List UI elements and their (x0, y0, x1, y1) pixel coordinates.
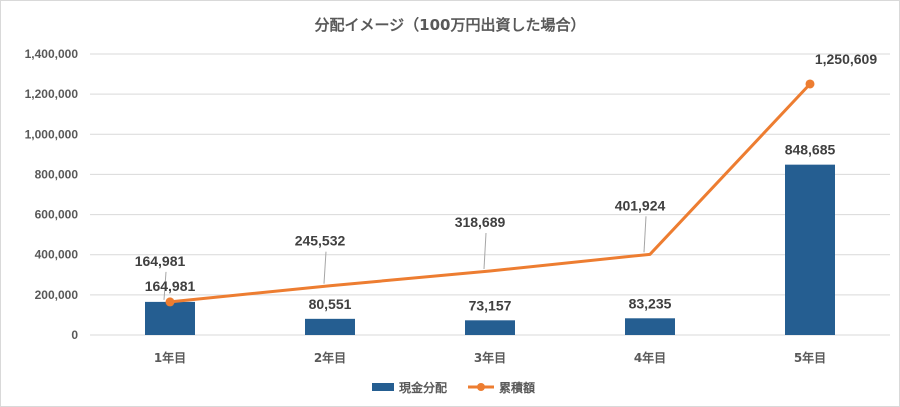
x-tick-label: 4年目 (634, 350, 666, 365)
y-axis-ticks: 0 200,000 400,000 600,000 800,000 1,000,000 1,… (25, 47, 79, 342)
x-tick-label: 5年目 (794, 350, 826, 365)
leader-lines (163, 216, 647, 300)
leader-line (483, 233, 487, 270)
legend-line-marker (477, 383, 485, 391)
data-labels: 164,981 80,551 73,157 83,235 848,685 164,981 2… (135, 51, 878, 313)
x-tick-label: 2年目 (314, 350, 346, 365)
bar (625, 318, 675, 335)
legend-bar-swatch (372, 383, 394, 391)
bar (465, 320, 515, 335)
leader-line (643, 216, 647, 253)
line-value-label: 245,532 (295, 233, 346, 249)
bar-value-label: 73,157 (469, 297, 512, 313)
bar-value-label: 80,551 (309, 296, 352, 312)
x-tick-label: 1年目 (154, 350, 186, 365)
line-value-label: 318,689 (455, 214, 506, 230)
legend: 現金分配 累積額 (372, 380, 535, 395)
line-value-label: 164,981 (135, 253, 186, 269)
gridlines (90, 53, 890, 336)
y-tick-label: 800,000 (35, 167, 79, 181)
cumulative-line (169, 82, 812, 304)
y-tick-label: 1,400,000 (25, 47, 79, 61)
line-point (805, 79, 815, 89)
bar-value-label: 848,685 (785, 142, 836, 158)
line-value-label: 401,924 (615, 197, 666, 213)
chart-title: 分配イメージ（100万円出資した場合） (314, 16, 585, 34)
leader-line (323, 251, 327, 284)
bar-series (145, 164, 835, 335)
line-series (165, 79, 815, 307)
y-tick-label: 400,000 (35, 248, 79, 262)
y-tick-label: 1,200,000 (25, 87, 79, 101)
legend-label: 現金分配 (399, 380, 447, 395)
x-tick-label: 3年目 (474, 350, 506, 365)
bar-value-label: 164,981 (145, 278, 196, 294)
line-value-label: 1,250,609 (815, 51, 877, 67)
x-axis-ticks: 1年目 2年目 3年目 4年目 5年目 (154, 350, 826, 365)
y-tick-label: 0 (71, 328, 78, 342)
line-point (165, 297, 175, 307)
legend-label: 累積額 (499, 380, 535, 395)
y-tick-label: 600,000 (35, 208, 79, 222)
bar (305, 318, 355, 335)
y-tick-label: 1,000,000 (25, 127, 79, 141)
y-tick-label: 200,000 (35, 288, 79, 302)
bar (785, 164, 835, 335)
bar-value-label: 83,235 (629, 295, 672, 311)
leader-line (163, 271, 167, 300)
bar (145, 301, 195, 335)
